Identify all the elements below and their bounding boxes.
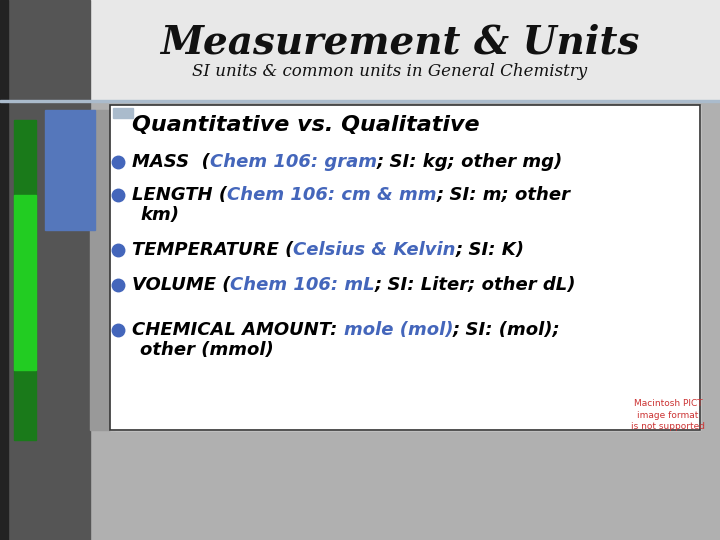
Bar bbox=[0, 100, 720, 102]
Bar bbox=[45, 110, 95, 230]
Text: TEMPERATURE (: TEMPERATURE ( bbox=[132, 241, 293, 259]
Text: ; SI: (mol);: ; SI: (mol); bbox=[453, 321, 561, 339]
Text: Measurement & Units: Measurement & Units bbox=[161, 23, 639, 61]
Text: ; SI: kg; other mg): ; SI: kg; other mg) bbox=[377, 153, 563, 171]
Bar bbox=[0, 0, 90, 540]
Text: km): km) bbox=[140, 206, 179, 224]
Text: ; SI: Liter; other dL): ; SI: Liter; other dL) bbox=[375, 276, 577, 294]
Text: Macintosh PICT
image format
is not supported: Macintosh PICT image format is not suppo… bbox=[631, 399, 705, 431]
Text: VOLUME (: VOLUME ( bbox=[132, 276, 230, 294]
Bar bbox=[0, 0, 720, 100]
Text: Celsius & Kelvin: Celsius & Kelvin bbox=[293, 241, 456, 259]
Bar bbox=[0, 0, 8, 540]
Bar bbox=[14, 120, 36, 440]
Text: LENGTH (: LENGTH ( bbox=[132, 186, 227, 204]
Text: Quantitative vs. Qualitative: Quantitative vs. Qualitative bbox=[132, 115, 480, 135]
Bar bbox=[113, 108, 133, 118]
Text: mole (mol): mole (mol) bbox=[343, 321, 453, 339]
Text: Chem 106: gram: Chem 106: gram bbox=[210, 153, 377, 171]
Bar bbox=[110, 105, 700, 430]
Text: ; SI: K): ; SI: K) bbox=[456, 241, 525, 259]
Text: MASS  (: MASS ( bbox=[132, 153, 210, 171]
Text: CHEMICAL AMOUNT:: CHEMICAL AMOUNT: bbox=[132, 321, 343, 339]
Text: Chem 106: mL: Chem 106: mL bbox=[230, 276, 375, 294]
Text: other (mmol): other (mmol) bbox=[140, 341, 274, 359]
Bar bbox=[14, 195, 36, 370]
Text: ; SI: m; other: ; SI: m; other bbox=[436, 186, 571, 204]
Text: Chem 106: cm & mm: Chem 106: cm & mm bbox=[227, 186, 436, 204]
Bar bbox=[90, 110, 115, 430]
Text: SI units & common units in General Chemistry: SI units & common units in General Chemi… bbox=[192, 64, 588, 80]
Bar bbox=[110, 105, 700, 430]
